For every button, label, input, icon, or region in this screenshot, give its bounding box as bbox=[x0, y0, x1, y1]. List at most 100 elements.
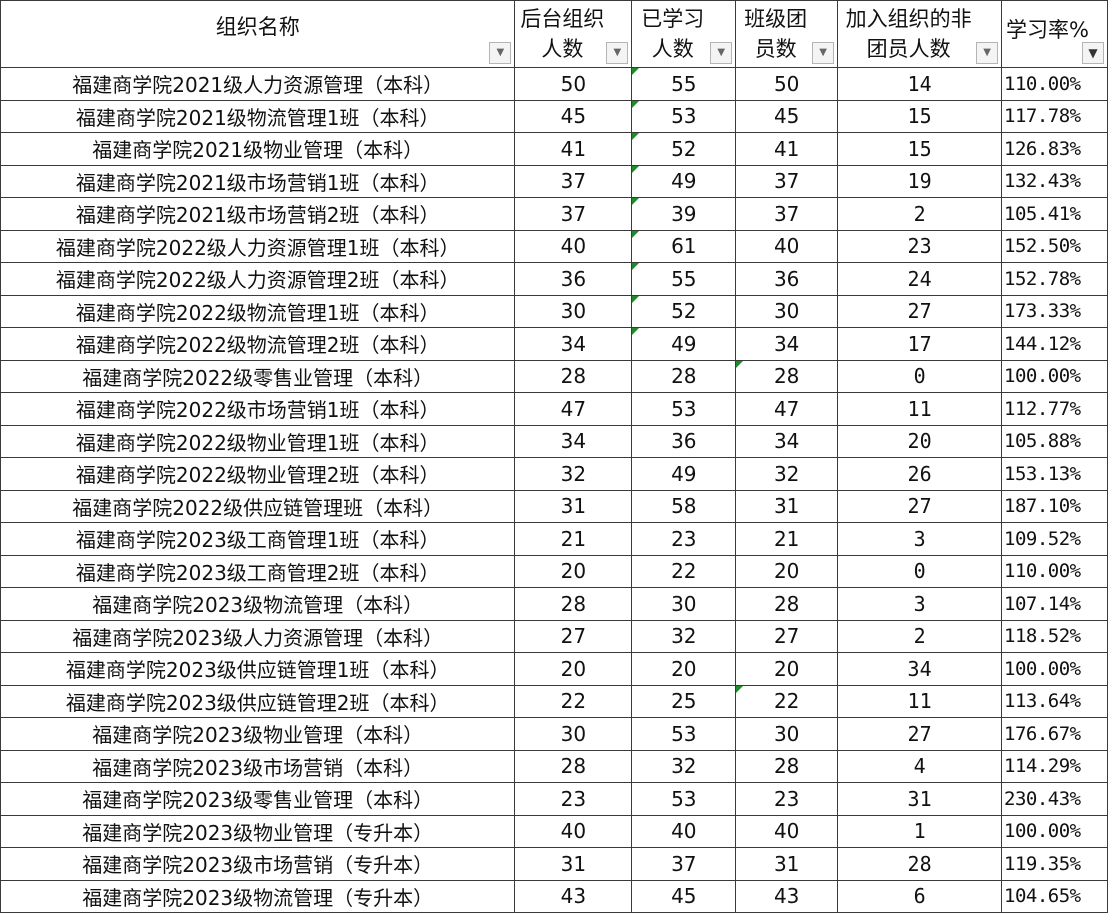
cell-learned-count[interactable]: 30 bbox=[631, 587, 737, 621]
cell-learning-rate[interactable]: 173.33% bbox=[1001, 294, 1108, 328]
cell-learning-rate[interactable]: 118.52% bbox=[1001, 619, 1108, 653]
filter-dropdown-icon[interactable]: ▼ bbox=[710, 42, 733, 64]
cell-backend-count[interactable]: 37 bbox=[514, 164, 633, 198]
cell-learning-rate[interactable]: 114.29% bbox=[1001, 749, 1108, 783]
cell-learning-rate[interactable]: 110.00% bbox=[1001, 554, 1108, 588]
cell-backend-count[interactable]: 21 bbox=[514, 522, 633, 556]
cell-non-member-count[interactable]: 0 bbox=[837, 554, 1003, 588]
cell-backend-count[interactable]: 28 bbox=[514, 359, 633, 393]
cell-learning-rate[interactable]: 112.77% bbox=[1001, 392, 1108, 426]
cell-learned-count[interactable]: 45 bbox=[631, 879, 737, 913]
cell-backend-count[interactable]: 34 bbox=[514, 424, 633, 458]
cell-non-member-count[interactable]: 6 bbox=[837, 879, 1003, 913]
cell-learned-count[interactable]: 22 bbox=[631, 554, 737, 588]
cell-learned-count[interactable]: 40 bbox=[631, 814, 737, 848]
cell-learned-count[interactable]: 36 bbox=[631, 424, 737, 458]
cell-non-member-count[interactable]: 0 bbox=[837, 359, 1003, 393]
cell-learning-rate[interactable]: 152.78% bbox=[1001, 262, 1108, 296]
cell-member-count[interactable]: 30 bbox=[735, 717, 839, 751]
filter-dropdown-icon[interactable]: ▼ bbox=[976, 42, 999, 64]
cell-learned-count[interactable]: 52 bbox=[631, 132, 737, 166]
cell-non-member-count[interactable]: 11 bbox=[837, 684, 1003, 718]
cell-member-count[interactable]: 28 bbox=[735, 587, 839, 621]
cell-learned-count[interactable]: 28 bbox=[631, 359, 737, 393]
cell-member-count[interactable]: 40 bbox=[735, 229, 839, 263]
cell-member-count[interactable]: 31 bbox=[735, 489, 839, 523]
cell-backend-count[interactable]: 28 bbox=[514, 587, 633, 621]
cell-learning-rate[interactable]: 153.13% bbox=[1001, 457, 1108, 491]
cell-non-member-count[interactable]: 26 bbox=[837, 457, 1003, 491]
cell-learning-rate[interactable]: 104.65% bbox=[1001, 879, 1108, 913]
cell-member-count[interactable]: 28 bbox=[735, 359, 839, 393]
cell-member-count[interactable]: 37 bbox=[735, 197, 839, 231]
cell-member-count[interactable]: 40 bbox=[735, 814, 839, 848]
cell-org-name[interactable]: 福建商学院2022级物业管理1班（本科） bbox=[0, 424, 516, 458]
filter-dropdown-icon[interactable]: ▼ bbox=[812, 42, 835, 64]
cell-learning-rate[interactable]: 152.50% bbox=[1001, 229, 1108, 263]
cell-backend-count[interactable]: 40 bbox=[514, 814, 633, 848]
cell-non-member-count[interactable]: 15 bbox=[837, 132, 1003, 166]
cell-member-count[interactable]: 21 bbox=[735, 522, 839, 556]
cell-non-member-count[interactable]: 17 bbox=[837, 327, 1003, 361]
cell-backend-count[interactable]: 31 bbox=[514, 847, 633, 881]
cell-non-member-count[interactable]: 31 bbox=[837, 782, 1003, 816]
cell-backend-count[interactable]: 36 bbox=[514, 262, 633, 296]
cell-member-count[interactable]: 28 bbox=[735, 749, 839, 783]
cell-org-name[interactable]: 福建商学院2022级供应链管理班（本科） bbox=[0, 489, 516, 523]
cell-org-name[interactable]: 福建商学院2023级物业管理（本科） bbox=[0, 717, 516, 751]
filter-active-icon[interactable]: ▼ bbox=[1082, 42, 1104, 64]
cell-non-member-count[interactable]: 34 bbox=[837, 652, 1003, 686]
cell-backend-count[interactable]: 20 bbox=[514, 652, 633, 686]
cell-learning-rate[interactable]: 132.43% bbox=[1001, 164, 1108, 198]
cell-learned-count[interactable]: 58 bbox=[631, 489, 737, 523]
cell-member-count[interactable]: 34 bbox=[735, 327, 839, 361]
cell-learned-count[interactable]: 37 bbox=[631, 847, 737, 881]
cell-org-name[interactable]: 福建商学院2023级物流管理（专升本） bbox=[0, 879, 516, 913]
cell-org-name[interactable]: 福建商学院2021级市场营销1班（本科） bbox=[0, 164, 516, 198]
cell-member-count[interactable]: 45 bbox=[735, 99, 839, 133]
cell-org-name[interactable]: 福建商学院2021级人力资源管理（本科） bbox=[0, 67, 516, 101]
cell-learning-rate[interactable]: 100.00% bbox=[1001, 652, 1108, 686]
cell-backend-count[interactable]: 43 bbox=[514, 879, 633, 913]
cell-member-count[interactable]: 37 bbox=[735, 164, 839, 198]
cell-learning-rate[interactable]: 230.43% bbox=[1001, 782, 1108, 816]
cell-backend-count[interactable]: 27 bbox=[514, 619, 633, 653]
cell-backend-count[interactable]: 50 bbox=[514, 67, 633, 101]
filter-dropdown-icon[interactable]: ▼ bbox=[606, 42, 629, 64]
cell-non-member-count[interactable]: 1 bbox=[837, 814, 1003, 848]
cell-backend-count[interactable]: 41 bbox=[514, 132, 633, 166]
cell-backend-count[interactable]: 30 bbox=[514, 294, 633, 328]
cell-member-count[interactable]: 31 bbox=[735, 847, 839, 881]
cell-org-name[interactable]: 福建商学院2023级市场营销（专升本） bbox=[0, 847, 516, 881]
cell-backend-count[interactable]: 31 bbox=[514, 489, 633, 523]
filter-dropdown-icon[interactable]: ▼ bbox=[489, 42, 512, 64]
cell-learning-rate[interactable]: 117.78% bbox=[1001, 99, 1108, 133]
cell-org-name[interactable]: 福建商学院2022级市场营销1班（本科） bbox=[0, 392, 516, 426]
cell-non-member-count[interactable]: 2 bbox=[837, 619, 1003, 653]
cell-backend-count[interactable]: 47 bbox=[514, 392, 633, 426]
cell-org-name[interactable]: 福建商学院2021级物流管理1班（本科） bbox=[0, 99, 516, 133]
cell-backend-count[interactable]: 30 bbox=[514, 717, 633, 751]
cell-member-count[interactable]: 34 bbox=[735, 424, 839, 458]
cell-non-member-count[interactable]: 27 bbox=[837, 294, 1003, 328]
cell-org-name[interactable]: 福建商学院2023级物流管理（本科） bbox=[0, 587, 516, 621]
cell-learning-rate[interactable]: 126.83% bbox=[1001, 132, 1108, 166]
cell-learning-rate[interactable]: 105.41% bbox=[1001, 197, 1108, 231]
cell-org-name[interactable]: 福建商学院2023级供应链管理2班（本科） bbox=[0, 684, 516, 718]
cell-org-name[interactable]: 福建商学院2023级物业管理（专升本） bbox=[0, 814, 516, 848]
cell-member-count[interactable]: 27 bbox=[735, 619, 839, 653]
cell-non-member-count[interactable]: 23 bbox=[837, 229, 1003, 263]
cell-backend-count[interactable]: 22 bbox=[514, 684, 633, 718]
cell-member-count[interactable]: 41 bbox=[735, 132, 839, 166]
cell-org-name[interactable]: 福建商学院2022级物流管理2班（本科） bbox=[0, 327, 516, 361]
cell-learned-count[interactable]: 52 bbox=[631, 294, 737, 328]
cell-learned-count[interactable]: 39 bbox=[631, 197, 737, 231]
cell-non-member-count[interactable]: 20 bbox=[837, 424, 1003, 458]
cell-non-member-count[interactable]: 24 bbox=[837, 262, 1003, 296]
cell-org-name[interactable]: 福建商学院2022级人力资源管理2班（本科） bbox=[0, 262, 516, 296]
cell-backend-count[interactable]: 32 bbox=[514, 457, 633, 491]
cell-learned-count[interactable]: 32 bbox=[631, 619, 737, 653]
cell-member-count[interactable]: 32 bbox=[735, 457, 839, 491]
cell-non-member-count[interactable]: 15 bbox=[837, 99, 1003, 133]
cell-learned-count[interactable]: 53 bbox=[631, 782, 737, 816]
